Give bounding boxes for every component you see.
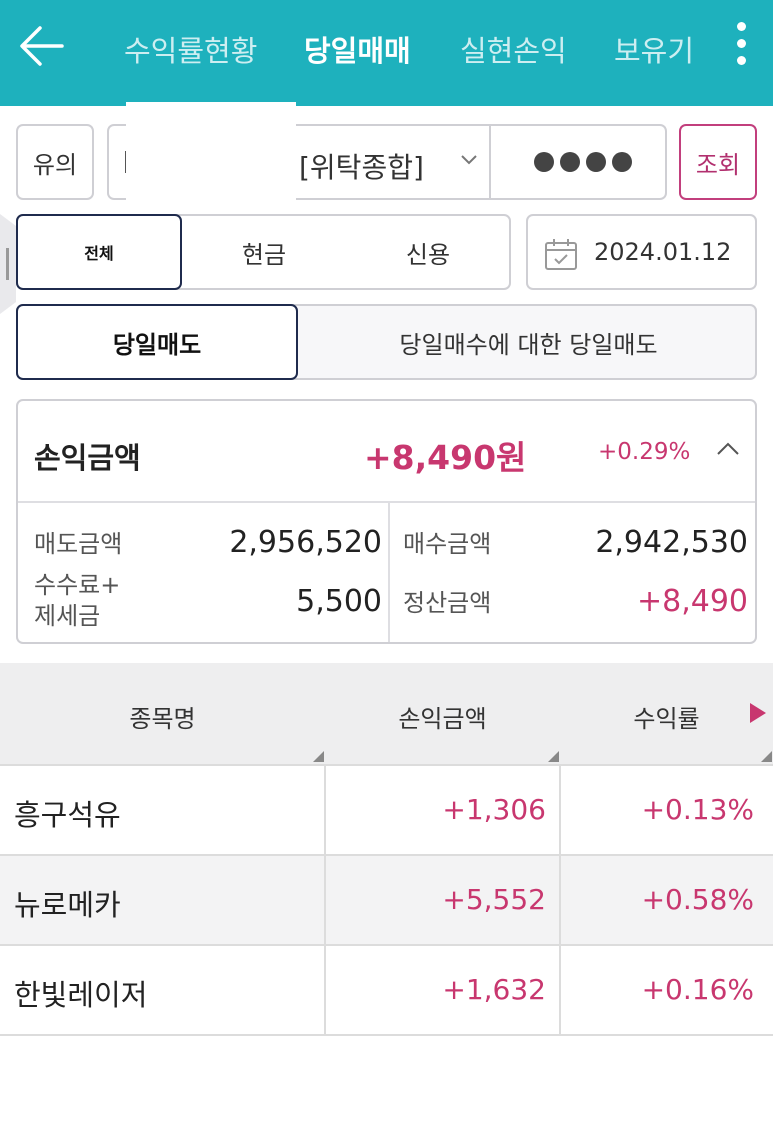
fee-tax-label-line1: 수수료+ [34, 571, 121, 599]
date-picker[interactable]: 2024.01.12 [526, 214, 757, 290]
table-header: 종목명 손익금액 수익률 [0, 663, 773, 766]
settlement-value: +8,490 [636, 584, 748, 619]
pl-label: 손익금액 [34, 441, 141, 475]
tab-realized-pl[interactable]: 실현손익 [460, 34, 567, 68]
sort-corner-icon [548, 751, 559, 762]
stock-pl: +5,552 [442, 883, 546, 916]
buy-amount-label: 매수금액 [403, 530, 492, 558]
side-drawer-handle[interactable] [0, 214, 16, 314]
table-row[interactable]: 한빛레이저 +1,632 +0.16% [0, 946, 773, 1036]
fee-tax-value: 5,500 [296, 584, 382, 619]
redaction-overlay [126, 102, 296, 218]
back-arrow-icon[interactable] [18, 22, 66, 70]
calendar-icon [545, 239, 577, 270]
mode-day-sell-of-day-buy[interactable]: 당일매수에 대한 당일매도 [399, 330, 658, 359]
warning-button[interactable]: 유의 [16, 124, 94, 200]
tab-holding-period[interactable]: 보유기 [614, 34, 695, 68]
sort-corner-icon [313, 751, 324, 762]
stock-rate: +0.58% [641, 883, 754, 916]
tab-return-status[interactable]: 수익률현황 [124, 34, 258, 68]
stock-pl: +1,306 [442, 793, 546, 826]
pl-rate: +0.29% [598, 439, 691, 465]
tab-day-trading[interactable]: 당일매매 [304, 34, 411, 68]
stock-pl: +1,632 [442, 973, 546, 1006]
sell-mode-segment: 당일매도 당일매수에 대한 당일매도 [16, 304, 757, 380]
sell-amount-value: 2,956,520 [229, 525, 382, 560]
column-header-stock[interactable]: 종목명 [129, 705, 196, 733]
more-menu-icon[interactable] [730, 22, 752, 74]
query-button[interactable]: 조회 [679, 124, 757, 200]
trade-type-segment: 전체 현금 신용 [16, 214, 511, 290]
column-divider [559, 766, 561, 1036]
summary-header[interactable]: 손익금액 +8,490원 +0.29% [18, 401, 755, 503]
table-row[interactable]: 뉴로메카 +5,552 +0.58% [0, 856, 773, 946]
top-navigation-bar: 수익률현황 당일매매 실현손익 보유기 [0, 0, 773, 106]
profit-loss-summary-card: 손익금액 +8,490원 +0.29% 매도금액 2,956,520 매수금액 … [16, 399, 757, 644]
stock-name: 흥구석유 [14, 798, 121, 832]
scroll-right-arrow-icon[interactable] [750, 703, 766, 723]
segment-credit[interactable]: 신용 [405, 240, 451, 269]
settlement-label: 정산금액 [403, 589, 492, 617]
stock-rate: +0.13% [641, 793, 754, 826]
divider [388, 503, 390, 642]
mode-day-sell[interactable]: 당일매도 [16, 304, 298, 380]
query-label: 조회 [695, 150, 741, 179]
sell-amount-label: 매도금액 [34, 530, 123, 558]
chevron-down-icon[interactable] [459, 150, 479, 170]
column-divider [324, 766, 326, 1036]
date-value: 2024.01.12 [594, 238, 732, 266]
password-field[interactable] [534, 152, 632, 172]
divider [489, 126, 491, 198]
segment-all[interactable]: 전체 [16, 214, 182, 290]
column-header-rate[interactable]: 수익률 [633, 705, 700, 733]
stock-name: 뉴로메카 [14, 888, 121, 922]
fee-tax-label-line2: 제세금 [34, 602, 101, 630]
segment-cash[interactable]: 현금 [241, 240, 287, 269]
chevron-up-icon[interactable] [716, 441, 740, 457]
column-header-pl[interactable]: 손익금액 [398, 705, 487, 733]
pl-amount: +8,490원 [364, 438, 527, 477]
buy-amount-value: 2,942,530 [595, 525, 748, 560]
sort-corner-icon [761, 751, 772, 762]
table-row[interactable]: 흥구석유 +1,306 +0.13% [0, 766, 773, 856]
stock-rate: +0.16% [641, 973, 754, 1006]
stock-name: 한빛레이저 [14, 978, 148, 1012]
account-type-label: [위탁종합] [299, 151, 424, 184]
warning-label: 유의 [32, 150, 78, 179]
